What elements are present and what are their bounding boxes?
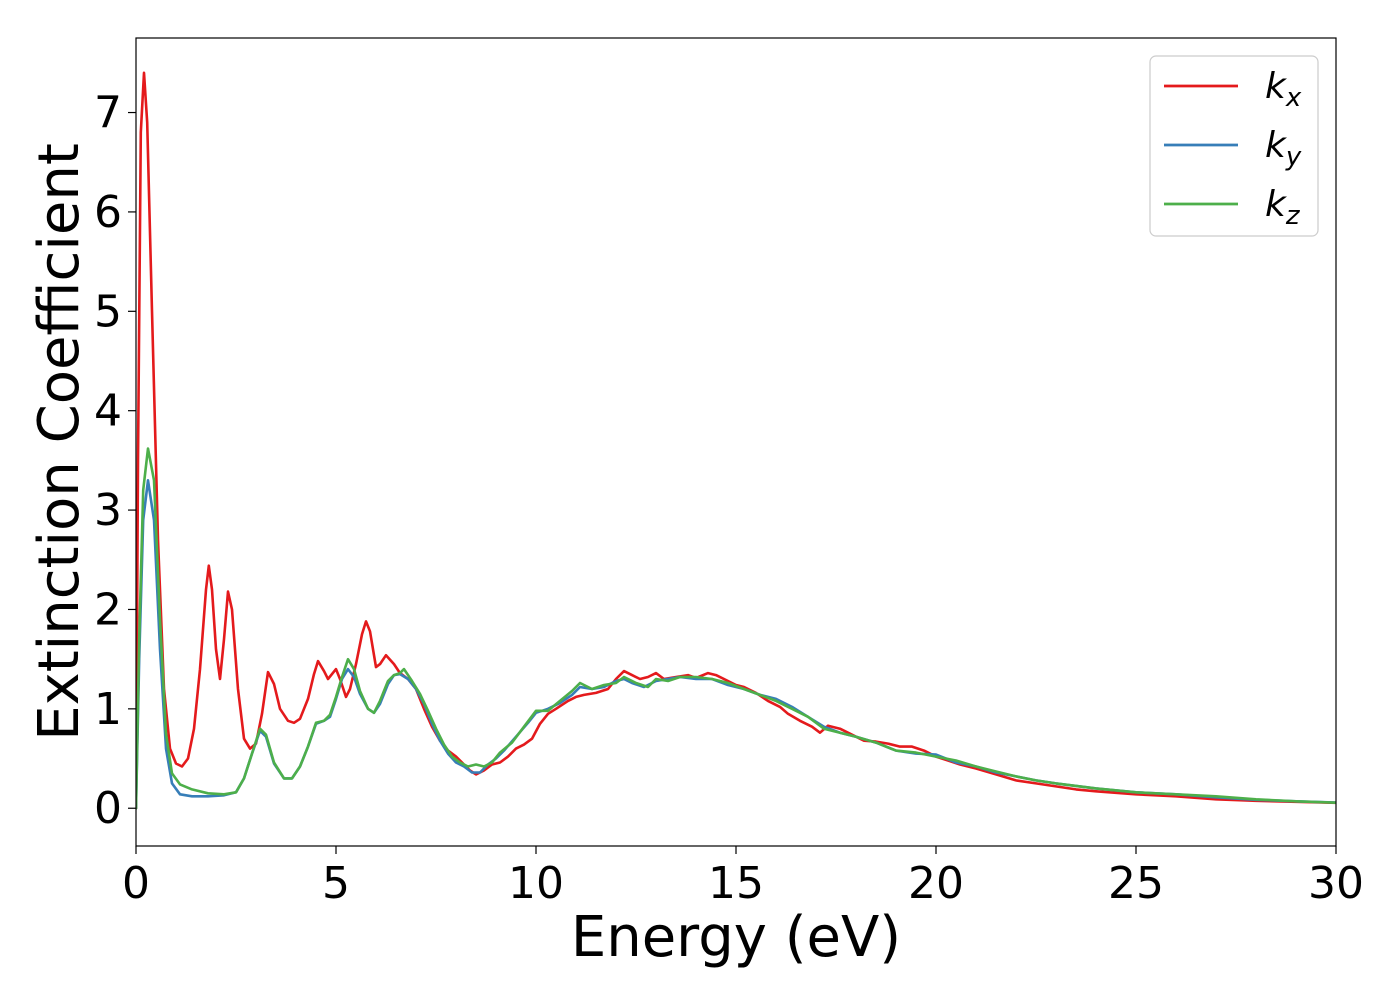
y-tick-label: 4 xyxy=(94,386,122,437)
y-tick-label: 1 xyxy=(94,684,122,735)
series-layer xyxy=(136,71,1336,810)
y-tick-label: 3 xyxy=(94,485,122,536)
x-tick-label: 5 xyxy=(322,858,350,909)
y-tick-label: 7 xyxy=(94,88,122,139)
x-axis-label: Energy (eV) xyxy=(571,905,901,970)
x-axis: 0 5 10 15 20 25 30 xyxy=(122,846,1364,909)
y-axis: 0 1 2 3 4 5 6 7 xyxy=(94,88,136,834)
y-tick-label: 0 xyxy=(94,783,122,834)
x-tick-label: 15 xyxy=(708,858,764,909)
series-line-y xyxy=(136,479,1336,810)
series-line-z xyxy=(136,447,1336,810)
x-tick-label: 20 xyxy=(908,858,964,909)
y-axis-label: Extinction Coefficient xyxy=(27,143,92,741)
y-tick-label: 5 xyxy=(94,286,122,337)
x-tick-label: 10 xyxy=(508,858,564,909)
y-tick-label: 6 xyxy=(94,187,122,238)
x-tick-label: 30 xyxy=(1308,858,1364,909)
x-tick-label: 25 xyxy=(1108,858,1164,909)
legend-item-x: kx xyxy=(1164,66,1302,113)
y-tick-label: 2 xyxy=(94,584,122,635)
x-tick-label: 0 xyxy=(122,858,150,909)
